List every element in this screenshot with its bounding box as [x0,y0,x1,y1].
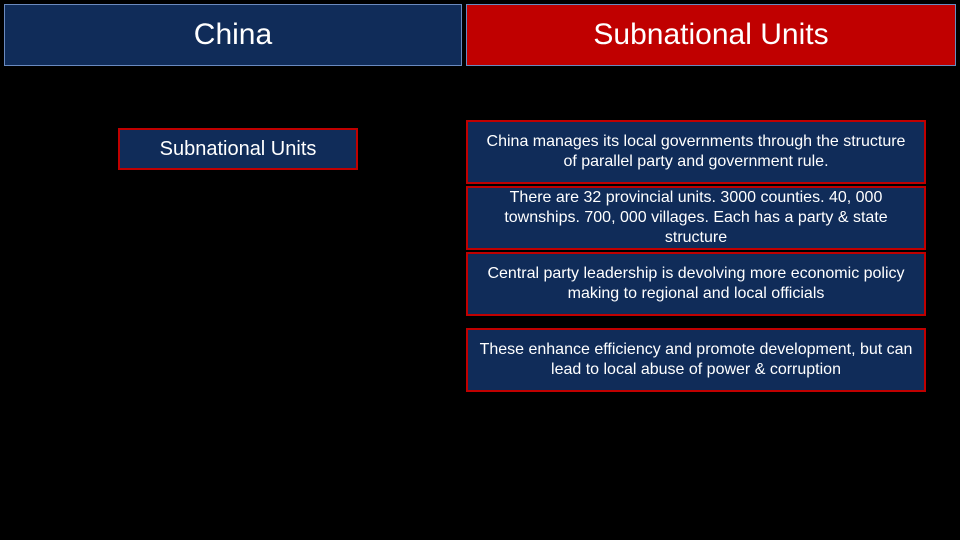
content-box-2: There are 32 provincial units. 3000 coun… [466,186,926,250]
left-subtitle-text: Subnational Units [160,138,317,161]
left-subtitle-box: Subnational Units [118,128,358,170]
content-text-3: Central party leadership is devolving mo… [478,264,914,304]
content-text-4: These enhance efficiency and promote dev… [478,340,914,380]
header-left-text: China [194,18,272,52]
content-box-4: These enhance efficiency and promote dev… [466,328,926,392]
content-box-3: Central party leadership is devolving mo… [466,252,926,316]
header-right-text: Subnational Units [593,18,828,52]
content-text-2: There are 32 provincial units. 3000 coun… [478,188,914,248]
header-left-panel: China [4,4,462,66]
content-box-1: China manages its local governments thro… [466,120,926,184]
header-right-panel: Subnational Units [466,4,956,66]
content-text-1: China manages its local governments thro… [478,132,914,172]
